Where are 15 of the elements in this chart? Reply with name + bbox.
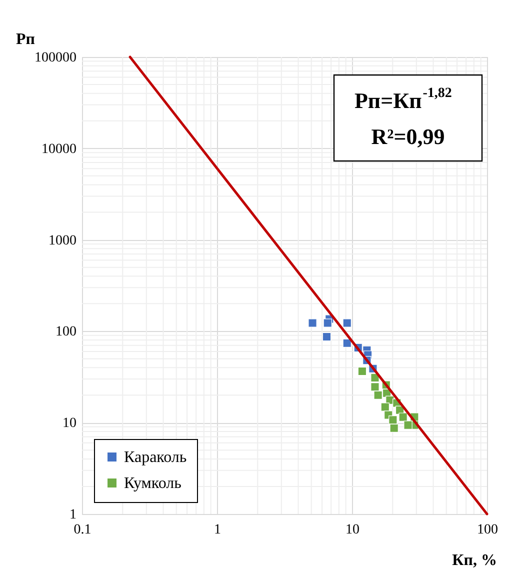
legend-label: Караколь [124,449,187,466]
y-tick-label: 1000 [48,233,76,248]
legend-label: Кумколь [124,475,182,492]
y-tick-label: 10 [62,416,76,432]
y-tick-label: 1 [70,508,76,522]
x-tick-label: 0.1 [74,522,92,538]
x-tick-label: 100 [477,522,498,538]
y-tick-label: 100000 [34,50,76,66]
annotation: R²=0,99 [371,124,445,149]
x-tick-label: 1 [214,522,221,538]
x-axis-title: Кп, % [452,552,497,569]
y-tick-label: 100 [56,324,76,340]
y-axis-title: Рп [16,31,35,48]
y-tick-label: 10000 [42,142,76,157]
x-tick-label: 10 [346,522,360,538]
